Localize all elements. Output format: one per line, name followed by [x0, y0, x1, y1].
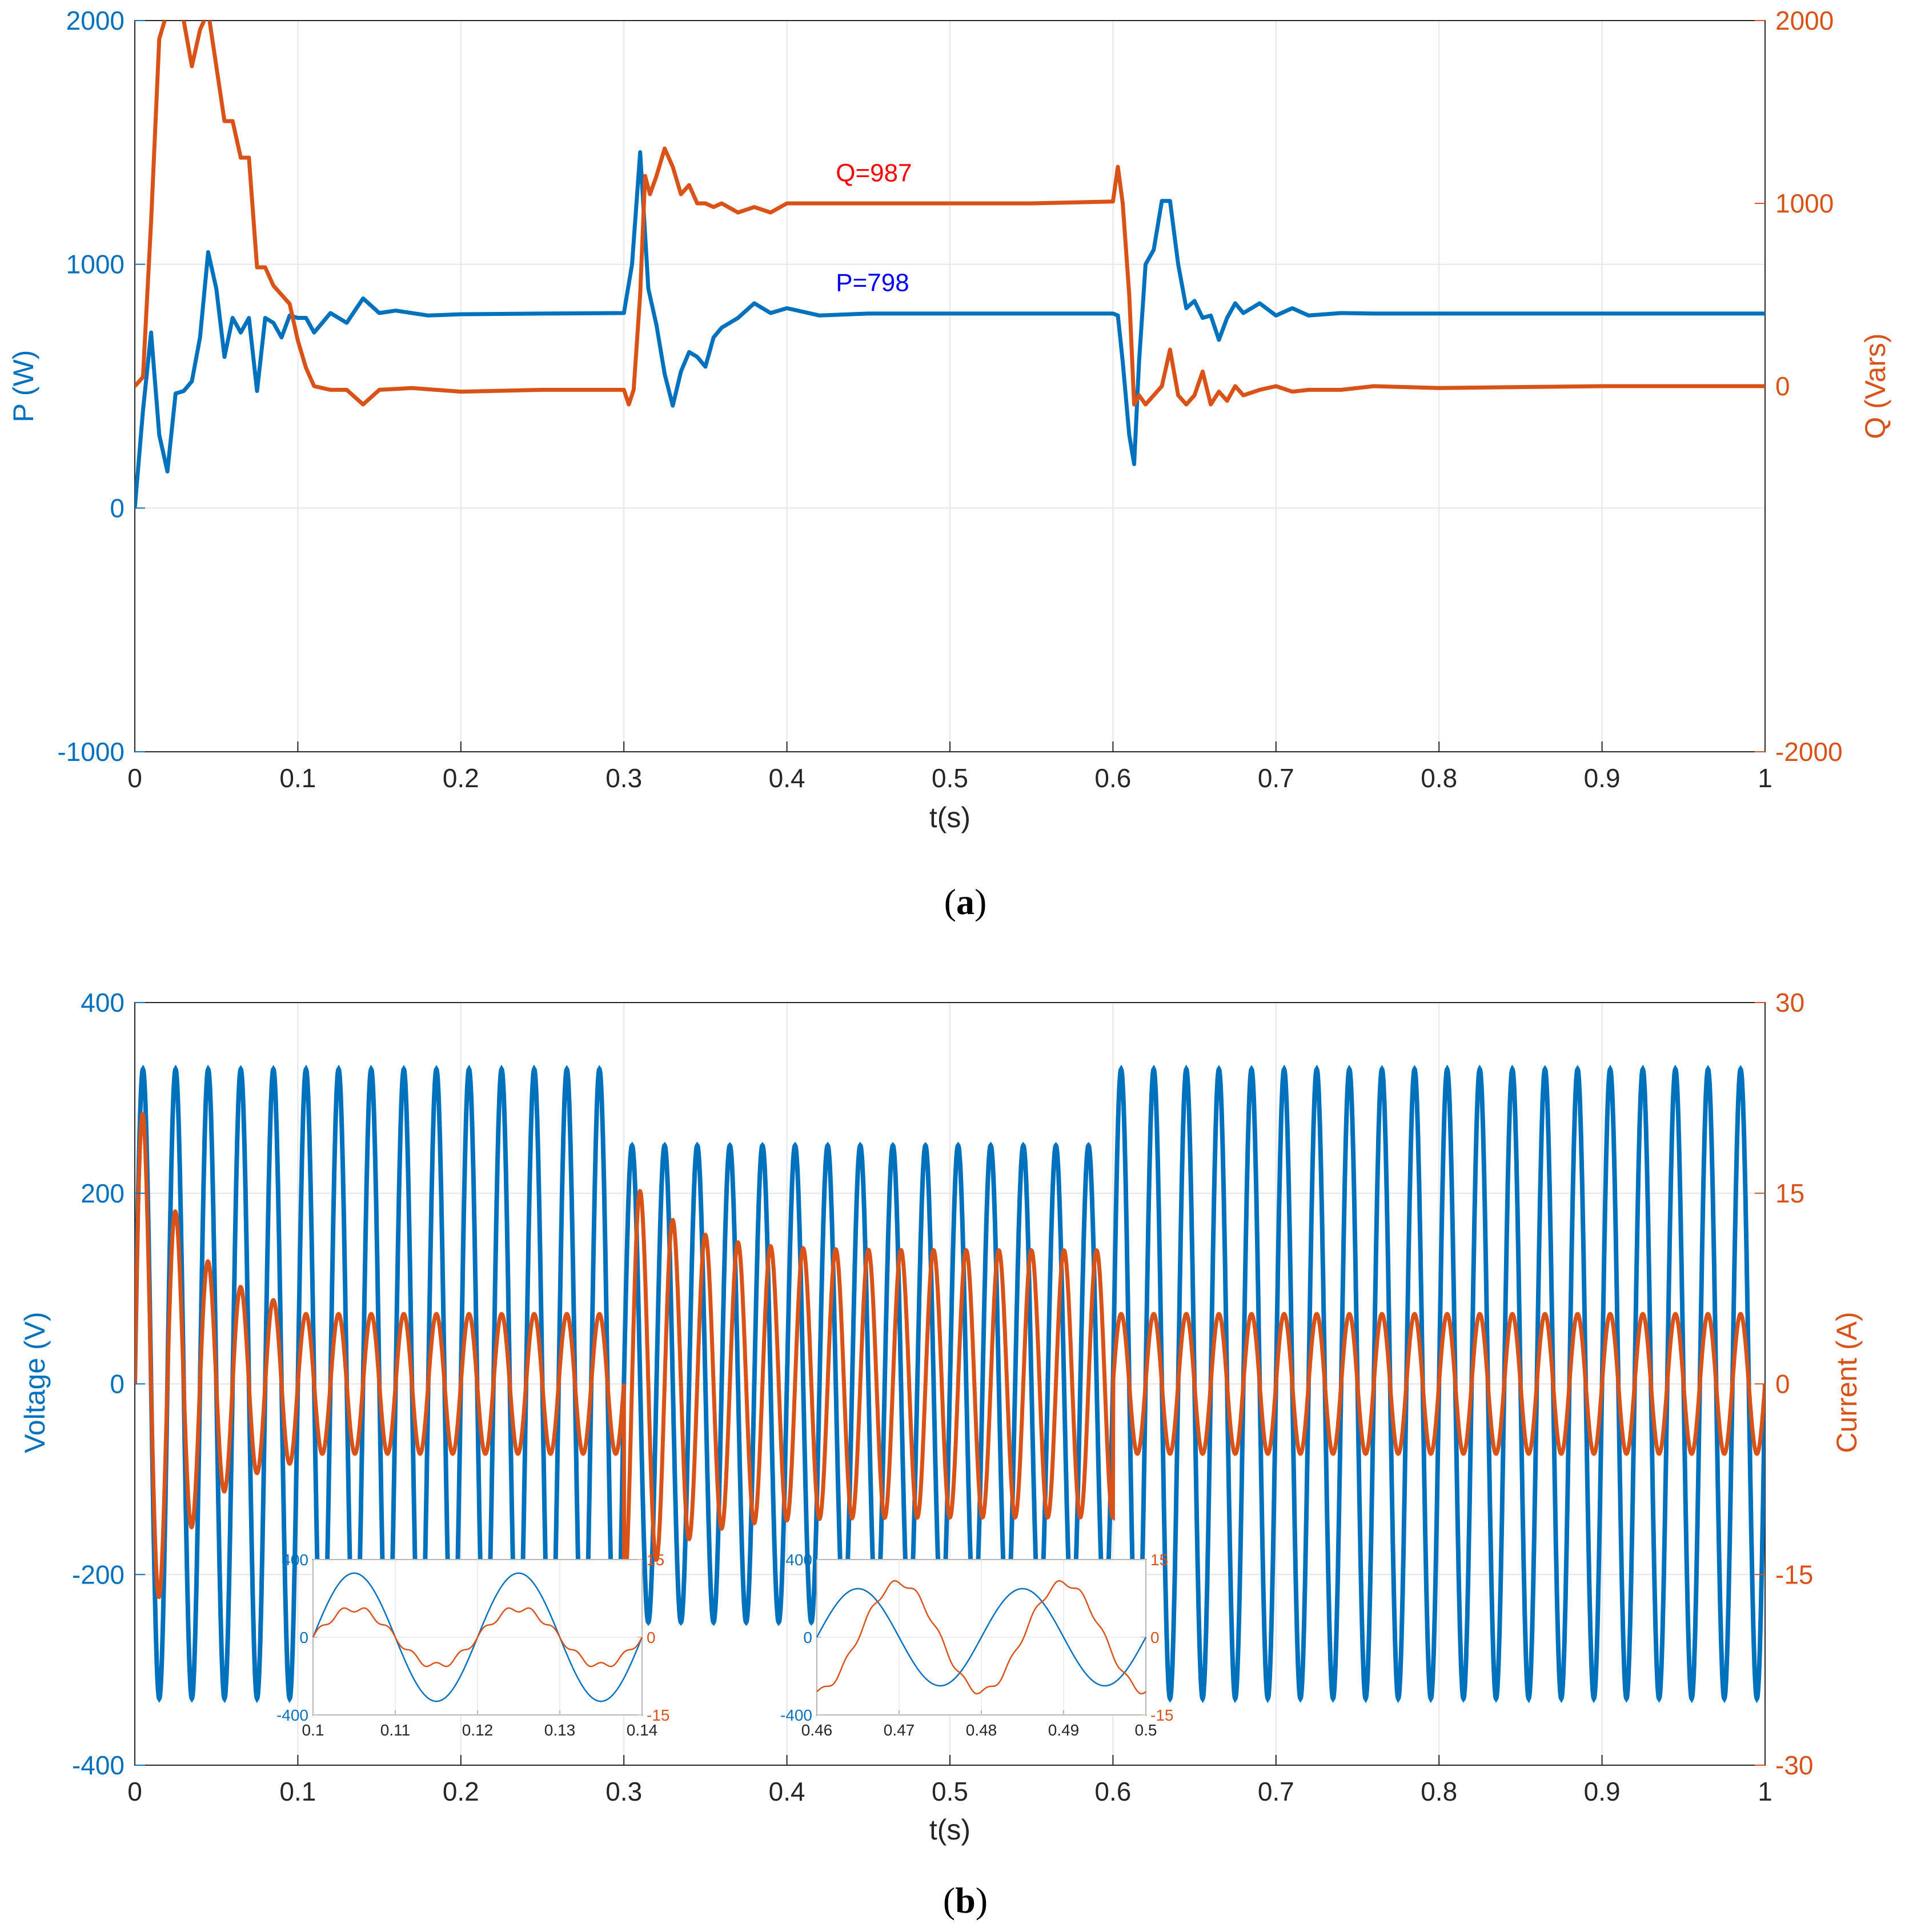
x-tick-label: 0.11 [380, 1721, 410, 1739]
series-Voltage [135, 1064, 1765, 1703]
y-left-tick-label: 1000 [66, 250, 125, 279]
y-left-tick-label: 400 [785, 1551, 812, 1569]
inset-series-current [312, 1607, 643, 1668]
x-tick-label: 0.8 [1421, 763, 1457, 793]
panel-a-caption: (a) [944, 881, 987, 922]
y-right-tick-label: 15 [647, 1551, 664, 1569]
x-tick-label: 0.4 [769, 1777, 805, 1806]
panel-b-xlabel: t(s) [929, 1814, 970, 1846]
panel-a-ylabel-left: P (W) [7, 350, 39, 423]
panel-a-right-ticks: -2000 0 1000 2000 [1755, 6, 1843, 767]
inset-1: 0.46 0.47 0.48 0.49 0.5 -400 0 400 -15 0 15 [780, 1551, 1174, 1739]
x-tick-label: 0.1 [279, 763, 316, 793]
y-right-tick-label: 15 [1150, 1551, 1168, 1569]
panel-b-caption-letter: b [955, 1880, 976, 1921]
y-right-tick-label: 15 [1775, 1179, 1804, 1208]
series-Q [135, 21, 1765, 407]
x-tick-label: 0.4 [769, 763, 805, 793]
x-tick-label: 0.12 [462, 1721, 494, 1739]
x-tick-label: 0.7 [1258, 763, 1294, 793]
x-tick-label: 1 [1758, 1777, 1772, 1806]
y-right-tick-label: 0 [647, 1629, 656, 1646]
y-left-tick-label: 2000 [66, 6, 125, 35]
panel-b: 0 0.1 0.2 0.3 0.4 0.5 0.6 0.7 0.8 0.9 1 -400 -200 0 2… [19, 988, 1863, 1921]
x-tick-label: 0.9 [1584, 1777, 1621, 1806]
inset-series-voltage [816, 1588, 1147, 1687]
x-tick-label: 0.47 [884, 1721, 915, 1739]
y-left-tick-label: 0 [110, 493, 125, 523]
x-tick-label: 0.3 [605, 763, 642, 793]
panel-b-right-ticks: -30 -15 0 15 30 [1755, 988, 1813, 1780]
x-tick-label: 0.6 [1094, 763, 1131, 793]
x-tick-label: 0.5 [932, 763, 968, 793]
annotation-p: P=798 [836, 269, 909, 297]
y-right-tick-label: 0 [1775, 1369, 1790, 1399]
x-tick-label: 0.49 [1048, 1721, 1080, 1739]
y-right-tick-label: -2000 [1775, 737, 1843, 767]
x-tick-label: 0.7 [1258, 1777, 1294, 1806]
panel-a-left-ticks: -1000 0 1000 2000 [57, 6, 145, 767]
y-right-tick-label: 1000 [1775, 189, 1834, 218]
x-tick-label: 0.2 [443, 763, 479, 793]
panel-a: 0 0.1 0.2 0.3 0.4 0.5 0.6 0.7 0.8 0.9 1 -100001000… [7, 6, 1891, 922]
panel-a-xlabel: t(s) [929, 801, 970, 833]
inset-series-current [816, 1580, 1146, 1695]
panel-b-series [135, 1064, 1765, 1703]
x-tick-label: 0.5 [1135, 1721, 1157, 1739]
series-P [135, 150, 1765, 508]
inset-0: 0.1 0.11 0.12 0.13 0.14 -400 0 400 -15 0 15 [276, 1551, 670, 1739]
x-tick-label: 0.13 [544, 1721, 576, 1739]
x-tick-label: 0.9 [1584, 763, 1621, 793]
y-right-tick-label: -15 [647, 1706, 669, 1724]
panel-b-ylabel-left: Voltage (V) [19, 1312, 51, 1453]
y-left-tick-label: 0 [803, 1629, 812, 1646]
x-tick-label: 0.46 [801, 1721, 833, 1739]
panel-a-x-ticks: 0 0.1 0.2 0.3 0.4 0.5 0.6 0.7 0.8 0.9 1 [127, 741, 1772, 793]
y-left-tick-label: 400 [282, 1551, 308, 1569]
x-tick-label: 0.5 [932, 1777, 968, 1806]
y-left-tick-label: -400 [780, 1706, 812, 1724]
y-right-tick-label: 2000 [1775, 6, 1834, 35]
x-tick-label: 0 [127, 763, 142, 793]
y-left-tick-label: 0 [110, 1369, 125, 1399]
y-right-tick-label: 30 [1775, 988, 1804, 1017]
y-right-tick-label: -30 [1775, 1750, 1813, 1780]
y-right-tick-label: 0 [1150, 1629, 1160, 1646]
y-left-tick-label: 200 [81, 1179, 125, 1208]
y-right-tick-label: 0 [1775, 371, 1790, 401]
panel-b-x-ticks: 0 0.1 0.2 0.3 0.4 0.5 0.6 0.7 0.8 0.9 1 [127, 1755, 1772, 1806]
panel-a-ylabel-right: Q (Vars) [1859, 333, 1891, 439]
annotation-q: Q=987 [836, 159, 912, 187]
x-tick-label: 0.6 [1094, 1777, 1131, 1806]
x-tick-label: 0 [127, 1777, 142, 1806]
y-left-tick-label: -1000 [57, 737, 125, 767]
y-left-tick-label: -400 [72, 1750, 125, 1780]
y-left-tick-label: 400 [81, 988, 125, 1017]
panel-b-caption: (b) [943, 1880, 988, 1921]
panel-a-caption-letter: a [956, 881, 974, 922]
x-tick-label: 0.48 [966, 1721, 997, 1739]
x-tick-label: 0.14 [627, 1721, 658, 1739]
x-tick-label: 0.8 [1421, 1777, 1457, 1806]
y-left-tick-label: -200 [72, 1560, 125, 1589]
x-tick-label: 1 [1758, 763, 1772, 793]
y-left-tick-label: 0 [299, 1629, 308, 1646]
panel-b-left-ticks: -400 -200 0 200 400 [72, 988, 145, 1780]
x-tick-label: 0.2 [443, 1777, 479, 1806]
y-left-tick-label: -400 [276, 1706, 308, 1724]
x-tick-label: 0.3 [605, 1777, 642, 1806]
x-tick-label: 0.1 [302, 1721, 324, 1739]
x-tick-label: 0.1 [279, 1777, 316, 1806]
panel-a-series [135, 21, 1765, 508]
series-Current [135, 1112, 1765, 1600]
panel-b-ylabel-right: Current (A) [1831, 1312, 1863, 1453]
y-right-tick-label: -15 [1775, 1560, 1813, 1589]
y-right-tick-label: -15 [1150, 1706, 1173, 1724]
